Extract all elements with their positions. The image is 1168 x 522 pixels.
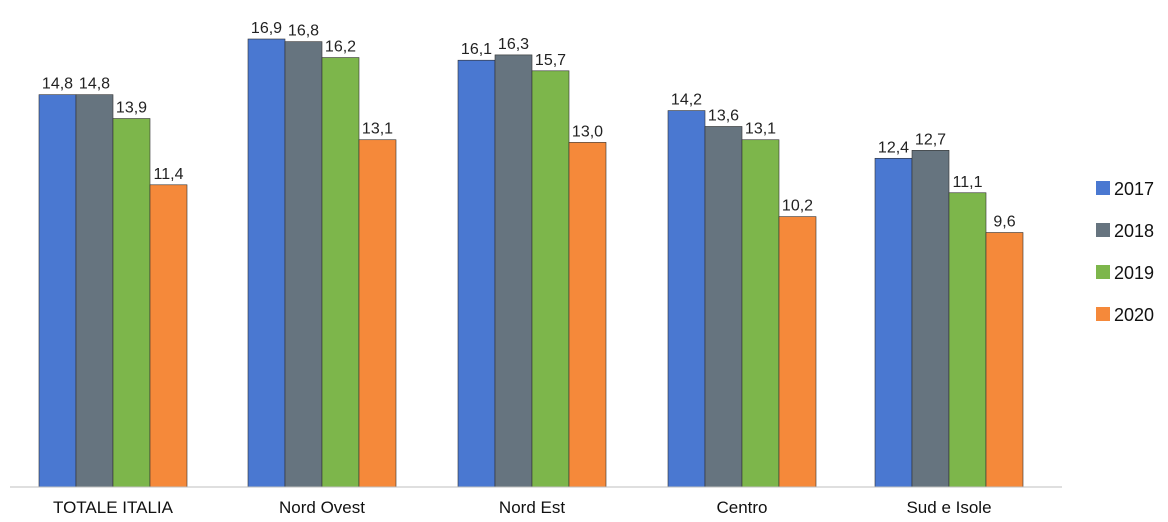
legend-label-2019: 2019 bbox=[1114, 263, 1154, 283]
bar-2018-4 bbox=[911, 150, 950, 488]
bar-2019-1 bbox=[321, 57, 360, 488]
data-label-2020-4: 9,6 bbox=[993, 214, 1015, 231]
legend-swatch-2019 bbox=[1096, 265, 1110, 279]
data-label-2017-0: 14,8 bbox=[42, 76, 73, 93]
legend: 2017 2018 2019 2020 bbox=[1096, 179, 1154, 325]
data-label-2018-0: 14,8 bbox=[79, 76, 110, 93]
bar-2019-0 bbox=[112, 118, 151, 488]
bar-2017-0 bbox=[38, 94, 77, 488]
bar-2019-2 bbox=[531, 70, 570, 488]
bar-2017-2 bbox=[457, 59, 496, 488]
category-label-4: Sud e Isole bbox=[906, 498, 991, 517]
category-label-0: TOTALE ITALIA bbox=[53, 498, 174, 517]
data-label-2017-3: 14,2 bbox=[671, 92, 702, 109]
legend-label-2017: 2017 bbox=[1114, 179, 1154, 199]
data-label-2019-1: 16,2 bbox=[325, 39, 356, 56]
bar-2020-0 bbox=[149, 184, 188, 488]
bar-2019-3 bbox=[741, 139, 780, 488]
bar-2018-2 bbox=[494, 54, 533, 488]
data-label-2018-1: 16,8 bbox=[288, 23, 319, 40]
legend-swatch-2017 bbox=[1096, 181, 1110, 195]
data-label-2018-4: 12,7 bbox=[915, 131, 946, 148]
bar-2017-3 bbox=[667, 110, 706, 488]
data-label-2019-2: 15,7 bbox=[535, 52, 566, 69]
data-label-2018-3: 13,6 bbox=[708, 107, 739, 124]
data-label-2020-0: 11,4 bbox=[154, 166, 184, 183]
data-label-2017-4: 12,4 bbox=[878, 139, 909, 156]
data-label-2018-2: 16,3 bbox=[498, 36, 529, 53]
data-label-2019-4: 11,1 bbox=[953, 174, 983, 191]
bars-layer bbox=[38, 38, 1024, 488]
category-label-1: Nord Ovest bbox=[279, 498, 365, 517]
value-labels-layer: 14,8 14,8 13,9 11,4 16,9 16,8 16,2 13,1 16,1 16,3… bbox=[42, 20, 1016, 231]
legend-label-2020: 2020 bbox=[1114, 305, 1154, 325]
category-label-2: Nord Est bbox=[499, 498, 565, 517]
bar-2017-4 bbox=[874, 157, 913, 488]
legend-swatch-2020 bbox=[1096, 307, 1110, 321]
data-label-2020-2: 13,0 bbox=[572, 123, 603, 140]
data-label-2020-3: 10,2 bbox=[782, 198, 813, 215]
category-labels-layer: TOTALE ITALIA Nord Ovest Nord Est Centro Sud… bbox=[53, 498, 992, 517]
bar-2019-4 bbox=[948, 192, 987, 488]
data-label-2019-3: 13,1 bbox=[745, 121, 776, 138]
data-label-2019-0: 13,9 bbox=[116, 100, 147, 117]
bar-2020-4 bbox=[985, 232, 1024, 488]
data-label-2020-1: 13,1 bbox=[362, 121, 393, 138]
data-label-2017-1: 16,9 bbox=[251, 20, 282, 37]
legend-label-2018: 2018 bbox=[1114, 221, 1154, 241]
data-label-2017-2: 16,1 bbox=[461, 41, 492, 58]
bar-2018-0 bbox=[75, 94, 114, 488]
bar-2020-3 bbox=[778, 216, 817, 488]
legend-swatch-2018 bbox=[1096, 223, 1110, 237]
bar-2017-1 bbox=[247, 38, 286, 488]
bar-2018-3 bbox=[704, 126, 743, 488]
bar-2020-2 bbox=[568, 142, 607, 488]
bar-2018-1 bbox=[284, 41, 323, 488]
bar-2020-1 bbox=[358, 139, 397, 488]
category-label-3: Centro bbox=[716, 498, 767, 517]
